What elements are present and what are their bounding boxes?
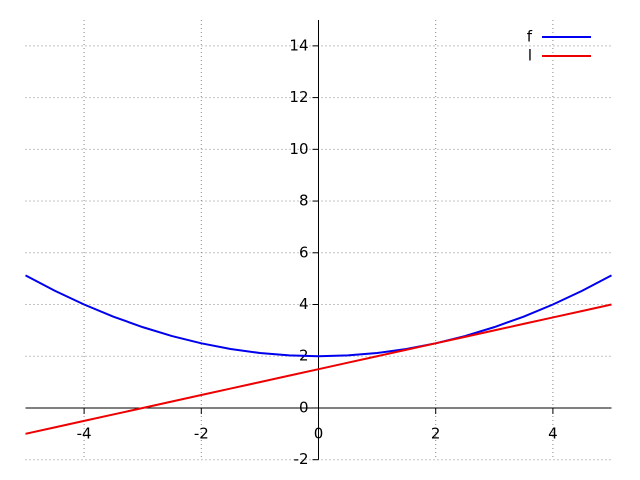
x-tick-label: -2 xyxy=(194,424,209,442)
y-tick-label: 10 xyxy=(289,140,308,158)
series-line xyxy=(25,303,612,435)
x-tick-label: -4 xyxy=(77,424,92,442)
y-tick-label: -2 xyxy=(294,450,309,468)
y-tick-label: 14 xyxy=(289,36,308,54)
y-tick-label: 12 xyxy=(289,88,308,106)
y-tick-label: 6 xyxy=(299,243,309,261)
series-line xyxy=(25,274,612,358)
legend-label: l xyxy=(528,47,532,65)
legend-label: f xyxy=(527,28,533,46)
y-tick-label: 8 xyxy=(299,192,309,210)
x-tick-label: 2 xyxy=(431,424,441,442)
x-tick-label: 4 xyxy=(548,424,558,442)
y-tick-label: 4 xyxy=(299,295,309,313)
